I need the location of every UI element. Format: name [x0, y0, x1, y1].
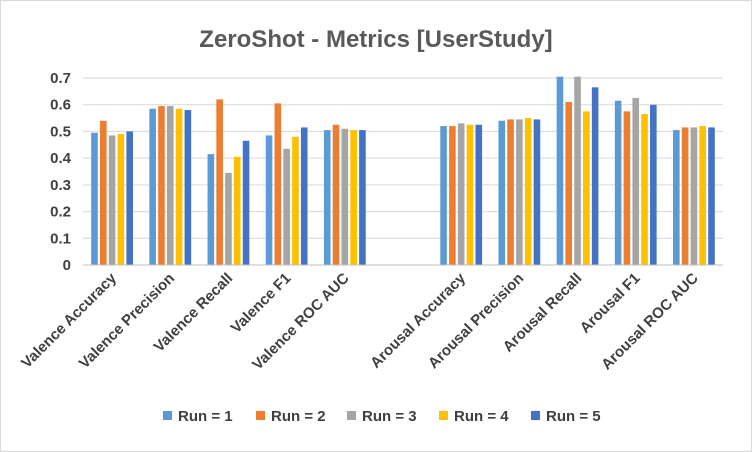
- legend-swatch: [531, 411, 540, 420]
- bar: [507, 119, 514, 266]
- legend-swatch: [163, 411, 172, 420]
- y-tick-label: 0.1: [50, 230, 71, 247]
- x-category-label: Arousal ROC AUC: [598, 270, 702, 374]
- bar: [623, 111, 631, 266]
- legend-label: Run = 1: [178, 408, 233, 425]
- bar: [614, 100, 622, 265]
- bar: [149, 108, 156, 265]
- bar: [225, 172, 232, 265]
- y-tick-label: 0.5: [50, 123, 71, 140]
- bar: [699, 126, 707, 265]
- bar: [457, 123, 465, 266]
- bar: [673, 130, 680, 265]
- bar: [350, 130, 357, 265]
- bar: [292, 136, 299, 265]
- bar: [475, 124, 483, 265]
- bar: [108, 135, 116, 265]
- legend-swatch: [347, 411, 356, 420]
- bar: [233, 156, 241, 265]
- y-tick-label: 0.6: [50, 97, 71, 114]
- legend-label: Run = 2: [271, 408, 326, 425]
- bar: [690, 127, 698, 266]
- bar: [332, 124, 340, 265]
- y-tick-label: 0: [63, 257, 71, 274]
- chart-title: ZeroShot - Metrics [UserStudy]: [199, 26, 552, 53]
- bar: [175, 108, 183, 265]
- bar: [216, 99, 223, 265]
- bar: [117, 134, 125, 265]
- bar: [574, 76, 581, 266]
- y-tick-label: 0.4: [50, 150, 72, 167]
- bar: [184, 110, 192, 265]
- bar: [498, 120, 506, 265]
- bar: [708, 127, 715, 266]
- bar: [91, 132, 98, 265]
- legend-swatch: [439, 411, 448, 420]
- bar: [632, 98, 640, 266]
- bar: [283, 148, 290, 265]
- bars: [91, 76, 715, 266]
- bar: [274, 103, 282, 265]
- bar: [207, 154, 215, 265]
- bar: [466, 124, 474, 265]
- bar: [650, 104, 657, 265]
- bar: [99, 120, 107, 265]
- bar: [641, 114, 648, 265]
- legend-swatch: [256, 411, 265, 420]
- y-tick-label: 0.2: [50, 204, 71, 221]
- bar: [449, 126, 456, 265]
- legend: Run = 1 Run = 2 Run = 3 Run = 4 Run = 5: [163, 408, 601, 425]
- bar: [583, 111, 590, 266]
- bar: [516, 119, 523, 266]
- bar: [166, 106, 174, 265]
- bar: [681, 127, 689, 266]
- bar: [341, 128, 349, 265]
- bar: [323, 130, 331, 265]
- bar: [565, 102, 573, 266]
- y-tick-label: 0.3: [50, 177, 71, 194]
- y-tick-label: 0.7: [50, 70, 71, 87]
- bar: [591, 87, 599, 265]
- y-axis-tick-labels: 0 0.1 0.2 0.3 0.4 0.5 0.6 0.7: [50, 70, 72, 274]
- bar: [265, 135, 273, 265]
- bar: [524, 118, 532, 265]
- bar: [300, 127, 308, 266]
- bar: [440, 126, 447, 265]
- x-category-label: Valence ROC AUC: [249, 270, 353, 374]
- x-category-label: Valence Accuracy: [18, 269, 120, 371]
- legend-label: Run = 3: [362, 408, 417, 425]
- bar: [126, 131, 133, 265]
- bar: [533, 119, 541, 266]
- x-category-label: Arousal Accuracy: [367, 269, 469, 371]
- bar: [158, 106, 165, 265]
- legend-label: Run = 5: [546, 408, 601, 425]
- bar: [556, 76, 564, 266]
- bar: [242, 140, 250, 265]
- legend-label: Run = 4: [454, 408, 509, 425]
- bar: [359, 130, 366, 265]
